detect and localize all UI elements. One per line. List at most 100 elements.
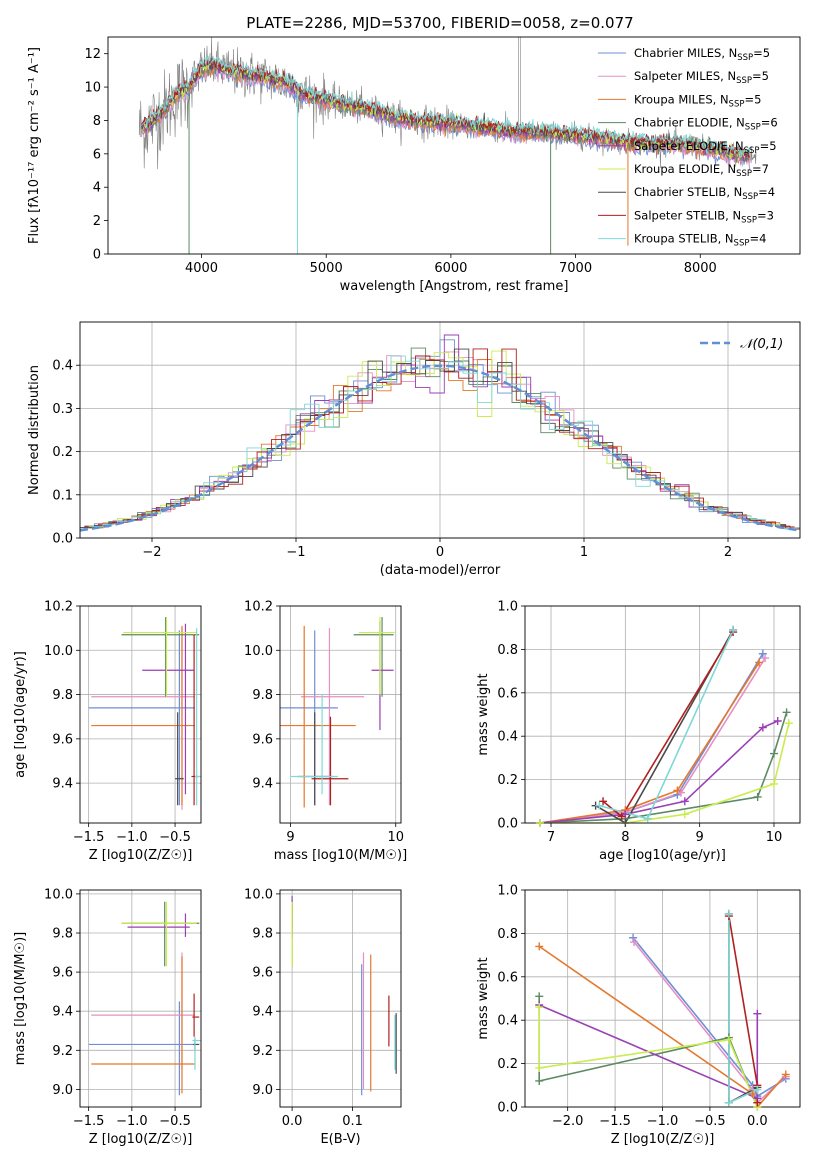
x-axis-label: (data-model)/error	[380, 563, 501, 578]
x-axis-label: Z [log10(Z/Z☉)]	[89, 1132, 193, 1147]
legend-label: Chabrier ELODIE, NSSP=6	[634, 116, 778, 133]
y-tick-label: 0.8	[497, 643, 518, 658]
x-axis-label: Z [log10(Z/Z☉)]	[89, 848, 193, 863]
y-tick-label: 0.2	[52, 445, 73, 460]
spectrum-model-line	[141, 55, 751, 158]
weight-marker	[535, 1076, 544, 1085]
x-tick-label: −1.0	[647, 1114, 679, 1129]
y-tick-label: 6	[93, 147, 101, 162]
normal-curve	[80, 364, 800, 532]
plot-area-mass-vs-ebv	[291, 895, 397, 1096]
panel-mass-vs-Z: −1.5 −1.0 −0.5 9.0 9.2 9.4 9.6 9.8 10.0 Z [log10(…	[13, 887, 202, 1147]
legend-label: Chabrier MILES, NSSP=5	[634, 46, 770, 63]
y-tick-label: 9.6	[252, 966, 273, 981]
weight-marker	[753, 1098, 762, 1107]
weight-line	[599, 629, 734, 820]
x-axis-label: age [log10(age/yr)]	[599, 848, 726, 863]
weight-marker	[535, 1063, 544, 1072]
x-tick-label: 2	[724, 545, 732, 560]
x-tick-label: 5000	[310, 261, 343, 276]
weight-marker	[753, 792, 762, 801]
x-tick-label: −2	[142, 545, 161, 560]
weight-marker	[782, 708, 791, 717]
panel-age-vs-mass: 9 10 9.4 9.6 9.8 10.0 10.2 mass [log10(M/M☉)]	[244, 600, 407, 864]
weight-line	[602, 631, 734, 818]
x-tick-label: 8	[621, 830, 629, 845]
weight-marker	[724, 1035, 733, 1044]
x-tick-label: 7	[547, 830, 555, 845]
weight-marker	[781, 1070, 790, 1079]
weight-line	[539, 653, 764, 823]
y-axis-label: Flux [fλ10⁻¹⁷ erg cm⁻² s⁻¹ A⁻¹]	[27, 47, 42, 244]
axes-frame	[524, 889, 801, 1108]
weight-marker	[724, 1098, 733, 1107]
weight-marker	[769, 779, 778, 788]
residual-histogram	[88, 358, 800, 529]
x-tick-label: 0.1	[342, 1114, 363, 1129]
panel-spectrum: 4000 5000 6000 7000 8000 0 2 4 6 8 10 12 wavelength …	[27, 36, 801, 294]
axes-frame	[279, 605, 402, 824]
x-tick-label: −1.5	[73, 830, 105, 845]
weight-marker	[724, 909, 733, 918]
x-tick-label: 1	[580, 545, 588, 560]
plot-area-weight-vs-age	[539, 629, 790, 823]
spectrum-model-line	[141, 58, 751, 159]
weight-line	[632, 937, 787, 1098]
legend-label: Salpeter MILES, NSSP=5	[634, 69, 769, 86]
y-tick-label: 0.6	[497, 970, 518, 985]
y-tick-label: 9.8	[252, 688, 273, 703]
y-tick-label: 9.8	[52, 688, 73, 703]
panel-age-vs-Z: −1.5 −1.0 −0.5 9.4 9.6 9.8 10.0 10.2 Z [log10(Z/…	[13, 600, 202, 863]
y-tick-label: 10.2	[244, 600, 273, 615]
y-tick-label: 9.6	[52, 732, 73, 747]
plot-area-age-vs-mass	[280, 617, 395, 808]
plot-area-spectrum	[138, 37, 757, 254]
x-tick-label: −1.0	[116, 1114, 148, 1129]
y-tick-label: 10	[84, 81, 101, 96]
plot-area-age-vs-Z	[88, 617, 201, 810]
y-tick-label: 0.2	[497, 773, 518, 788]
y-tick-label: 9.4	[252, 777, 273, 792]
y-tick-label: 0.2	[497, 1057, 518, 1072]
weight-marker	[599, 797, 608, 806]
weight-marker	[535, 992, 544, 1001]
panel-mass-vs-ebv: 0.0 0.1 9.0 9.2 9.4 9.6 9.8 10.0 E(B-V)	[244, 887, 402, 1147]
x-axis-label: Z [log10(Z/Z☉)]	[611, 1132, 715, 1147]
legend-label: Salpeter STELIB, NSSP=3	[634, 208, 774, 225]
x-tick-label: −2.0	[552, 1114, 584, 1129]
y-tick-label: 1.0	[497, 884, 518, 899]
axes-frame	[79, 321, 801, 539]
y-tick-label: 9.0	[52, 1083, 73, 1098]
y-tick-label: 0.4	[497, 1014, 518, 1029]
y-tick-label: 9.8	[52, 927, 73, 942]
y-tick-label: 0.4	[497, 730, 518, 745]
weight-line	[595, 629, 734, 823]
y-tick-label: 0.1	[52, 488, 73, 503]
weight-marker	[535, 1003, 544, 1012]
weight-marker	[769, 749, 778, 758]
x-tick-label: 0.0	[747, 1114, 768, 1129]
x-tick-label: 8000	[684, 261, 717, 276]
panel-weight-vs-age: 7 8 9 10 0.0 0.2 0.4 0.6 0.8 1.0 age [log10(age/yr…	[476, 600, 801, 863]
x-tick-label: −1	[286, 545, 305, 560]
y-axis-label: mass [log10(M/M☉)]	[13, 932, 28, 1065]
y-tick-label: 9.2	[252, 1044, 273, 1059]
weight-line	[539, 661, 760, 823]
legend-label: Kroupa ELODIE, NSSP=7	[634, 162, 769, 179]
weight-marker	[680, 810, 689, 819]
weight-marker	[761, 654, 770, 663]
y-tick-label: 9.4	[52, 777, 73, 792]
y-tick-label: 12	[84, 47, 101, 62]
x-tick-label: 10	[766, 830, 783, 845]
y-axis-label: Normed distribution	[27, 365, 42, 495]
x-tick-label: 0	[436, 545, 444, 560]
y-tick-label: 10.0	[244, 887, 273, 902]
panel-residuals: −2 −1 0 1 2 0.0 0.1 0.2 0.3 0.4 (data-model)/error…	[27, 321, 801, 578]
y-tick-label: 0.0	[52, 532, 73, 547]
plot-area-residuals	[80, 334, 800, 532]
x-tick-label: −1.5	[599, 1114, 631, 1129]
weight-marker	[729, 625, 738, 634]
x-tick-label: 7000	[559, 261, 592, 276]
weight-marker	[673, 786, 682, 795]
x-tick-label: −1.5	[73, 1114, 105, 1129]
